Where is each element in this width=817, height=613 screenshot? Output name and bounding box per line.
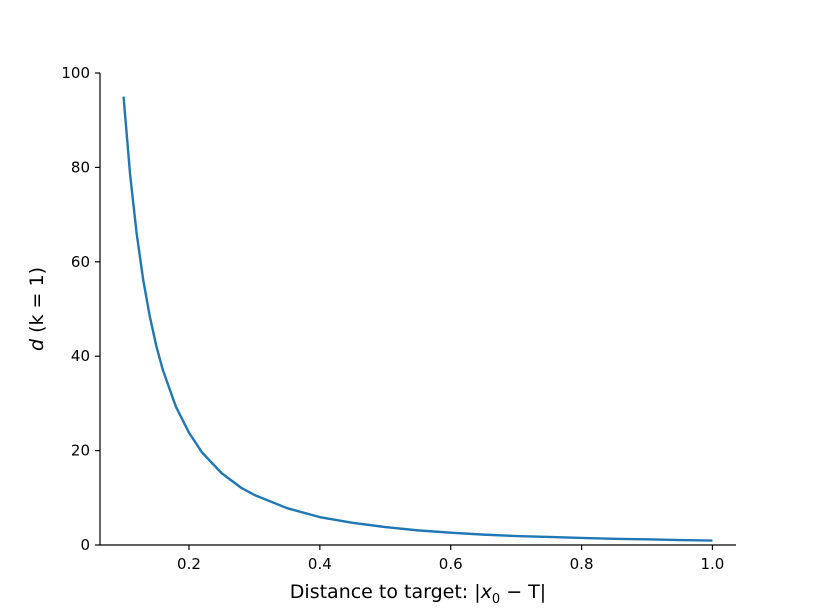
series-line <box>122 96 713 542</box>
y-tick-label: 0 <box>80 536 90 554</box>
x-tick-label: 0.2 <box>177 555 201 573</box>
y-axis-label: d (k = 1) <box>26 267 48 351</box>
y-tick-label: 40 <box>71 347 90 365</box>
y-tick-label: 100 <box>61 64 90 82</box>
y-tick-label: 80 <box>71 158 90 176</box>
x-tick-label: 0.8 <box>570 555 594 573</box>
x-tick-label: 0.4 <box>308 555 332 573</box>
x-axis-label: Distance to target: |x0 − T| <box>290 581 546 607</box>
y-ticks: 0 20 40 60 80 100 <box>61 64 100 554</box>
y-tick-label: 60 <box>71 253 90 271</box>
plot-axes <box>99 73 736 546</box>
x-ticks: 0.2 0.4 0.6 0.8 1.0 <box>177 545 724 573</box>
x-tick-label: 1.0 <box>701 555 725 573</box>
y-tick-label: 20 <box>71 442 90 460</box>
series-group <box>122 96 713 542</box>
x-tick-label: 0.6 <box>439 555 463 573</box>
